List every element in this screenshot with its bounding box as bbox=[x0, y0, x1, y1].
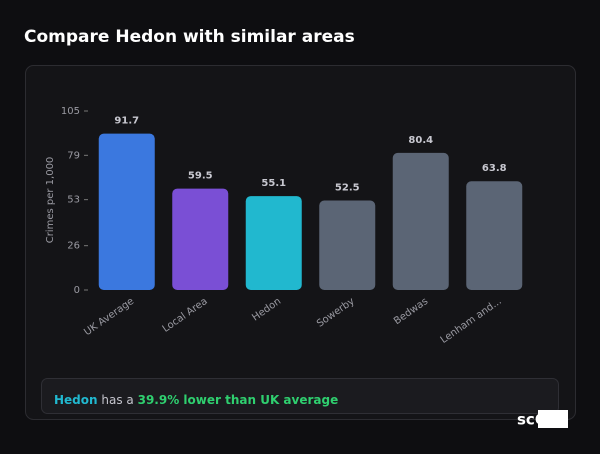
bar bbox=[245, 196, 302, 290]
summary-box bbox=[41, 378, 559, 414]
summary-text: has a bbox=[101, 393, 133, 407]
y-tick-label: 105 bbox=[61, 106, 80, 117]
logo: scOS bbox=[517, 411, 558, 429]
y-axis-label: Crimes per 1,000 bbox=[45, 157, 56, 244]
value-label: 91.7 bbox=[114, 116, 139, 127]
value-label: 55.1 bbox=[261, 178, 286, 189]
summary-highlight: 39.9% lower than UK average bbox=[138, 393, 339, 407]
y-tick-label: 53 bbox=[67, 195, 80, 206]
bar bbox=[98, 133, 155, 290]
y-tick-label: 26 bbox=[67, 241, 80, 252]
value-label: 59.5 bbox=[188, 171, 213, 182]
bar bbox=[172, 188, 229, 290]
y-tick-label: 0 bbox=[74, 285, 80, 296]
page-title: Compare Hedon with similar areas bbox=[24, 27, 355, 47]
summary-area: Hedon bbox=[54, 393, 98, 407]
value-label: 63.8 bbox=[482, 163, 507, 174]
value-label: 52.5 bbox=[335, 183, 360, 194]
y-tick-label: 79 bbox=[67, 150, 80, 161]
logo-box bbox=[538, 410, 568, 428]
bar bbox=[392, 152, 449, 290]
summary: Hedon has a 39.9% lower than UK average bbox=[54, 393, 338, 407]
value-label: 80.4 bbox=[408, 135, 433, 146]
bar bbox=[466, 181, 523, 290]
bar bbox=[319, 200, 376, 290]
